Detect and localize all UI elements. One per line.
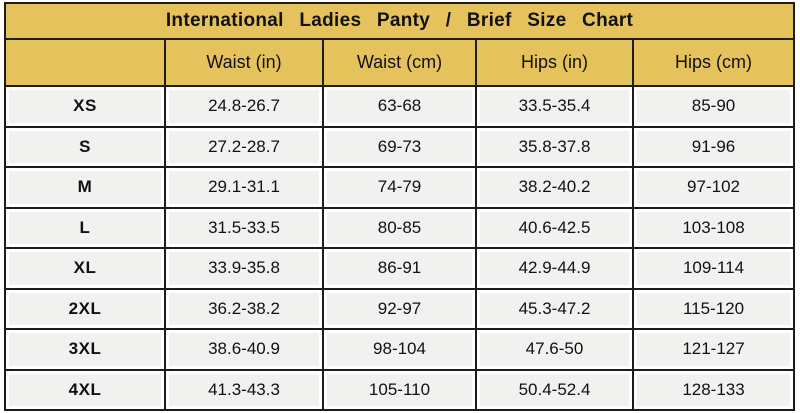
- hips-in-value: 38.2-40.2: [475, 166, 634, 209]
- waist-in-value: 27.2-28.7: [164, 125, 324, 168]
- waist-in-value: 24.8-26.7: [164, 85, 324, 128]
- waist-in-value: 36.2-38.2: [164, 287, 324, 330]
- hips-cm-value: 128-133: [631, 368, 796, 411]
- size-label: S: [4, 125, 166, 168]
- size-label: 3XL: [4, 328, 166, 371]
- column-header-hips-in: Hips (in): [475, 38, 634, 87]
- waist-in-value: 29.1-31.1: [164, 166, 324, 209]
- hips-in-value: 42.9-44.9: [475, 247, 634, 290]
- table-row: 4XL 41.3-43.3 105-110 50.4-52.4 128-133: [4, 368, 796, 411]
- table-row: XS 24.8-26.7 63-68 33.5-35.4 85-90: [4, 85, 796, 128]
- hips-in-value: 35.8-37.8: [475, 125, 634, 168]
- waist-in-value: 31.5-33.5: [164, 206, 324, 249]
- hips-cm-value: 85-90: [631, 85, 796, 128]
- waist-in-value: 41.3-43.3: [164, 368, 324, 411]
- table-row: M 29.1-31.1 74-79 38.2-40.2 97-102: [4, 166, 796, 209]
- size-label: 2XL: [4, 287, 166, 330]
- hips-cm-value: 91-96: [631, 125, 796, 168]
- hips-cm-value: 115-120: [631, 287, 796, 330]
- waist-in-value: 33.9-35.8: [164, 247, 324, 290]
- chart-title: International Ladies Panty / Brief Size …: [3, 2, 796, 40]
- table-row: S 27.2-28.7 69-73 35.8-37.8 91-96: [4, 125, 796, 168]
- waist-cm-value: 80-85: [322, 206, 477, 249]
- size-label: M: [4, 166, 166, 209]
- hips-in-value: 40.6-42.5: [475, 206, 634, 249]
- hips-cm-value: 103-108: [631, 206, 796, 249]
- hips-cm-value: 121-127: [631, 328, 796, 371]
- size-chart-container: International Ladies Panty / Brief Size …: [3, 2, 796, 411]
- size-label: L: [4, 206, 166, 249]
- waist-cm-value: 92-97: [322, 287, 477, 330]
- hips-cm-value: 97-102: [631, 166, 796, 209]
- column-header-waist-in: Waist (in): [164, 38, 324, 87]
- table-row: XL 33.9-35.8 86-91 42.9-44.9 109-114: [4, 247, 796, 290]
- size-label: XL: [4, 247, 166, 290]
- waist-cm-value: 74-79: [322, 166, 477, 209]
- waist-cm-value: 63-68: [322, 85, 477, 128]
- hips-in-value: 50.4-52.4: [475, 368, 634, 411]
- column-header-waist-cm: Waist (cm): [322, 38, 477, 87]
- waist-cm-value: 69-73: [322, 125, 477, 168]
- waist-cm-value: 98-104: [322, 328, 477, 371]
- size-label: XS: [4, 85, 166, 128]
- column-header-size: [4, 38, 166, 87]
- hips-in-value: 47.6-50: [475, 328, 634, 371]
- size-chart-table: International Ladies Panty / Brief Size …: [3, 2, 796, 411]
- title-row: International Ladies Panty / Brief Size …: [3, 2, 796, 40]
- size-label: 4XL: [4, 368, 166, 411]
- hips-in-value: 33.5-35.4: [475, 85, 634, 128]
- waist-cm-value: 86-91: [322, 247, 477, 290]
- hips-in-value: 45.3-47.2: [475, 287, 634, 330]
- waist-cm-value: 105-110: [322, 368, 477, 411]
- table-row: 3XL 38.6-40.9 98-104 47.6-50 121-127: [4, 328, 796, 371]
- table-row: L 31.5-33.5 80-85 40.6-42.5 103-108: [4, 206, 796, 249]
- waist-in-value: 38.6-40.9: [164, 328, 324, 371]
- hips-cm-value: 109-114: [631, 247, 796, 290]
- column-header-hips-cm: Hips (cm): [631, 38, 796, 87]
- header-row: Waist (in) Waist (cm) Hips (in) Hips (cm…: [4, 38, 796, 87]
- table-row: 2XL 36.2-38.2 92-97 45.3-47.2 115-120: [4, 287, 796, 330]
